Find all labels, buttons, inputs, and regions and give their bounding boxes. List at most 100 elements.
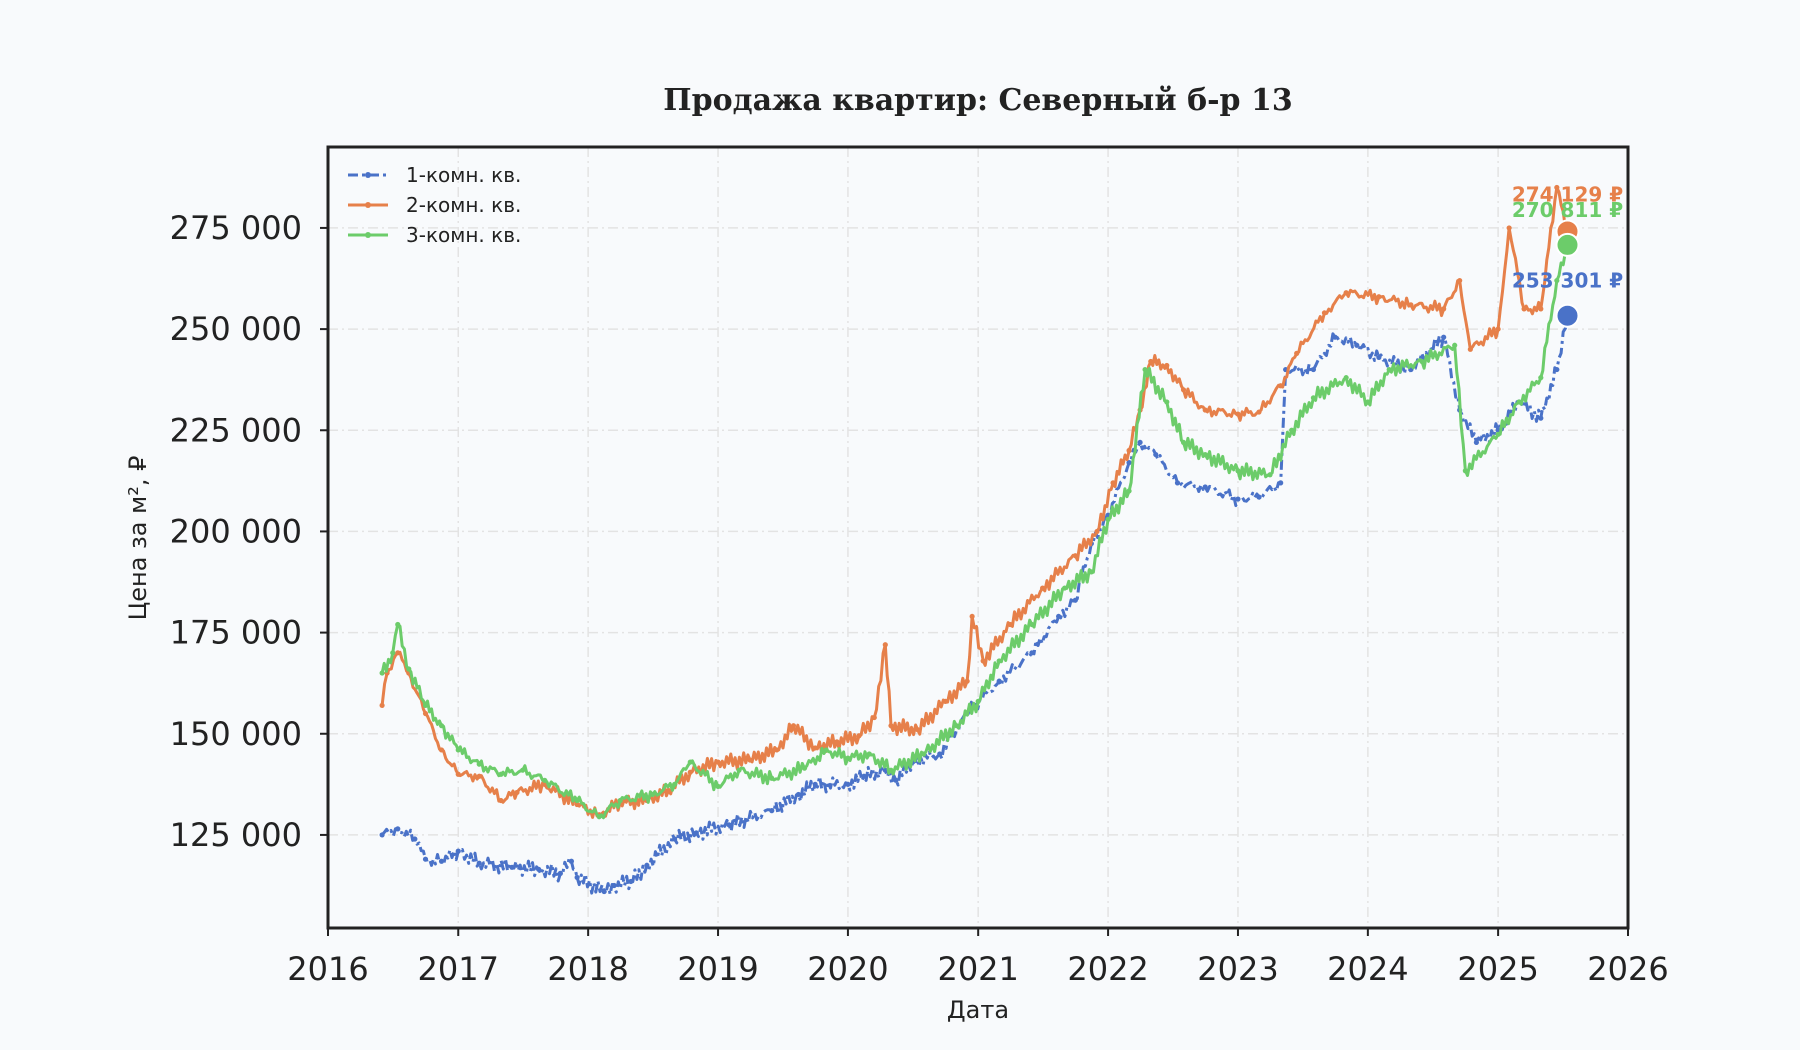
- data-point: [1310, 395, 1317, 401]
- data-point: [498, 797, 504, 804]
- chart-title: Продажа квартир: Северный б-р 13: [663, 83, 1292, 118]
- data-point: [1256, 409, 1262, 415]
- data-point: [964, 678, 970, 684]
- data-point: [1202, 451, 1208, 458]
- data-point: [1554, 277, 1560, 284]
- data-point: [823, 747, 829, 753]
- x-tick-label: 2020: [807, 950, 888, 988]
- data-point: [693, 830, 699, 836]
- data-point: [476, 860, 482, 866]
- data-point: [574, 874, 580, 881]
- data-point: [665, 787, 672, 794]
- legend-marker: [365, 172, 371, 178]
- data-point: [498, 771, 504, 777]
- series-3-room: [379, 242, 1571, 820]
- data-point: [455, 747, 461, 753]
- series-line: [380, 315, 1569, 896]
- data-point: [942, 698, 949, 704]
- x-tick-label: 2021: [937, 950, 1018, 988]
- data-point: [1278, 383, 1284, 389]
- data-point: [1126, 488, 1132, 494]
- data-point: [628, 878, 634, 885]
- data-point: [1506, 225, 1512, 231]
- x-tick-label: 2026: [1587, 950, 1668, 988]
- data-point: [1180, 387, 1187, 393]
- y-tick-label: 275 000: [170, 209, 302, 247]
- data-point: [422, 710, 429, 717]
- end-value-label: 253 301 ₽: [1512, 269, 1623, 293]
- data-point: [476, 761, 482, 767]
- end-value-label: 274 129 ₽: [1512, 182, 1623, 206]
- data-point: [422, 856, 429, 862]
- data-point: [1386, 366, 1392, 373]
- data-point: [834, 739, 840, 745]
- data-point: [1354, 342, 1360, 348]
- legend-marker: [365, 232, 371, 238]
- x-axis-label: Дата: [947, 996, 1009, 1024]
- data-point: [1408, 302, 1414, 308]
- data-point: [715, 783, 721, 789]
- legend-entry: 2-комн. кв.: [348, 193, 521, 217]
- data-point: [1538, 306, 1544, 312]
- x-tick-label: 2019: [677, 950, 758, 988]
- data-point: [866, 751, 872, 757]
- data-point: [769, 808, 775, 814]
- series-group: [379, 184, 1571, 896]
- data-point: [953, 723, 960, 729]
- data-point: [1148, 358, 1154, 365]
- data-point: [1235, 496, 1241, 502]
- data-point: [611, 882, 617, 889]
- y-tick-label: 150 000: [170, 715, 302, 753]
- data-point: [1094, 528, 1100, 535]
- legend: 1-комн. кв. 2-комн. кв. 3-комн. кв.: [348, 163, 521, 247]
- data-point: [672, 781, 678, 787]
- x-tick-label: 2023: [1197, 950, 1278, 988]
- series-2-room: [379, 184, 1571, 819]
- data-point: [937, 751, 943, 757]
- data-point: [412, 836, 418, 842]
- end-value-label: 270 811 ₽: [1512, 198, 1623, 222]
- y-tick-label: 250 000: [170, 310, 302, 348]
- data-point: [845, 755, 851, 761]
- data-point: [568, 858, 575, 864]
- data-point: [509, 864, 515, 870]
- legend-label: 1-комн. кв.: [406, 163, 521, 187]
- data-point: [1321, 310, 1328, 316]
- data-point: [406, 666, 412, 672]
- x-tick-label: 2025: [1457, 950, 1538, 988]
- data-point: [1332, 334, 1338, 340]
- data-point: [438, 723, 445, 729]
- data-point: [1142, 366, 1148, 373]
- data-point: [790, 723, 797, 729]
- data-point: [395, 621, 401, 628]
- data-point: [769, 775, 775, 781]
- data-point: [861, 773, 867, 779]
- data-point: [1126, 460, 1132, 466]
- data-point: [801, 765, 808, 771]
- data-point: [687, 769, 693, 775]
- data-point: [795, 791, 802, 798]
- data-point: [1007, 621, 1013, 628]
- data-point: [1039, 585, 1046, 591]
- grid-lines: [327, 147, 1629, 928]
- data-point: [1105, 516, 1111, 522]
- data-point: [438, 747, 445, 753]
- data-point: [1164, 362, 1170, 369]
- data-point: [774, 747, 780, 753]
- data-point: [845, 781, 851, 787]
- legend-marker: [365, 202, 371, 208]
- data-point: [687, 759, 693, 765]
- end-markers: 253 301 ₽ 274 129 ₽270 811 ₽: [1512, 182, 1623, 328]
- data-point: [1462, 468, 1468, 474]
- data-point: [1174, 480, 1181, 486]
- data-point: [975, 698, 981, 704]
- data-point: [1343, 375, 1349, 381]
- data-point: [1164, 399, 1170, 405]
- data-point: [617, 797, 623, 804]
- data-point: [574, 801, 580, 808]
- data-point: [1072, 553, 1078, 559]
- data-point: [1310, 366, 1317, 373]
- data-point: [596, 814, 602, 820]
- end-marker: [1555, 303, 1580, 328]
